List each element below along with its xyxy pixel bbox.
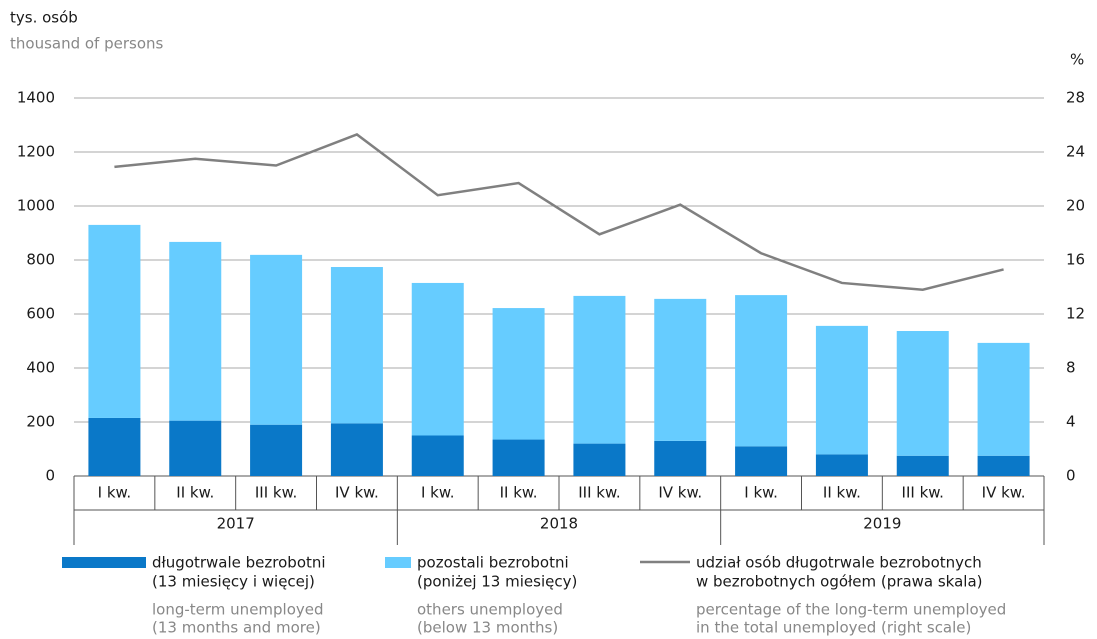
bar xyxy=(977,455,1030,476)
y-tick-label: 1200 xyxy=(17,143,55,161)
legend-label-en: (below 13 months) xyxy=(417,619,558,637)
y2-tick-label: 8 xyxy=(1066,359,1076,377)
y2-tick-label: 20 xyxy=(1066,197,1085,215)
x-tick-label: III kw. xyxy=(578,484,620,502)
legend-label: udział osób długotrwale bezrobotnych xyxy=(696,554,982,572)
bar xyxy=(654,298,707,441)
bar xyxy=(411,435,464,476)
bar xyxy=(169,420,222,476)
legend-label: pozostali bezrobotni xyxy=(417,554,569,572)
bar xyxy=(573,443,626,476)
year-label: 2017 xyxy=(217,515,255,533)
y-tick-label: 600 xyxy=(26,305,55,323)
y2-tick-label: 16 xyxy=(1066,251,1085,269)
legend-swatch xyxy=(385,557,411,568)
x-tick-label: I kw. xyxy=(744,484,778,502)
x-tick-label: III kw. xyxy=(902,484,944,502)
line xyxy=(114,133,1004,291)
y2-axis-label: % xyxy=(1070,51,1084,69)
legend-label-en: (13 months and more) xyxy=(152,619,321,637)
x-tick-label: IV kw. xyxy=(658,484,702,502)
x-tick-label: I kw. xyxy=(421,484,455,502)
legend-label-en: percentage of the long-term unemployed xyxy=(696,601,1006,619)
bar xyxy=(977,342,1030,456)
legend-swatch xyxy=(62,557,146,568)
legend-label-en: long-term unemployed xyxy=(152,601,324,619)
legend-label: (poniżej 13 miesięcy) xyxy=(417,573,577,591)
bar xyxy=(330,267,383,424)
legend-label: w bezrobotnych ogółem (prawa skala) xyxy=(696,573,983,591)
y2-tick-label: 0 xyxy=(1066,467,1076,485)
bar xyxy=(573,295,626,444)
y-tick-label: 800 xyxy=(26,251,55,269)
x-tick-label: II kw. xyxy=(500,484,538,502)
y-tick-label: 0 xyxy=(45,467,55,485)
bar xyxy=(896,455,949,476)
y-tick-label: 200 xyxy=(26,413,55,431)
x-tick-label: I kw. xyxy=(98,484,132,502)
bar xyxy=(815,325,868,455)
legend-label: (13 miesięcy i więcej) xyxy=(152,573,315,591)
bar xyxy=(169,241,222,421)
bar xyxy=(411,282,464,436)
bar xyxy=(735,446,788,476)
legend-label-en: in the total unemployed (right scale) xyxy=(696,619,971,637)
y-axis-label: tys. osób xyxy=(10,9,78,27)
bar xyxy=(250,254,303,425)
y2-tick-label: 24 xyxy=(1066,143,1085,161)
y2-tick-label: 4 xyxy=(1066,413,1076,431)
x-tick-label: IV kw. xyxy=(982,484,1026,502)
y-tick-label: 1400 xyxy=(17,89,55,107)
year-label: 2018 xyxy=(540,515,578,533)
bar xyxy=(88,417,141,476)
bar xyxy=(492,308,545,440)
bar xyxy=(250,424,303,476)
bar xyxy=(88,224,141,418)
y-tick-label: 1000 xyxy=(17,197,55,215)
bar xyxy=(735,295,788,447)
bar xyxy=(654,440,707,476)
x-tick-label: II kw. xyxy=(176,484,214,502)
legend-label-en: others unemployed xyxy=(417,601,563,619)
y2-tick-label: 12 xyxy=(1066,305,1085,323)
bar xyxy=(815,454,868,476)
legend-label: długotrwale bezrobotni xyxy=(152,554,326,572)
y-axis-label-en: thousand of persons xyxy=(10,35,164,53)
bar xyxy=(896,331,949,456)
bar xyxy=(492,439,545,476)
x-tick-label: II kw. xyxy=(823,484,861,502)
year-label: 2019 xyxy=(863,515,901,533)
bar xyxy=(330,423,383,476)
y-tick-label: 400 xyxy=(26,359,55,377)
x-tick-label: IV kw. xyxy=(335,484,379,502)
x-tick-label: III kw. xyxy=(255,484,297,502)
y2-tick-label: 28 xyxy=(1066,89,1085,107)
